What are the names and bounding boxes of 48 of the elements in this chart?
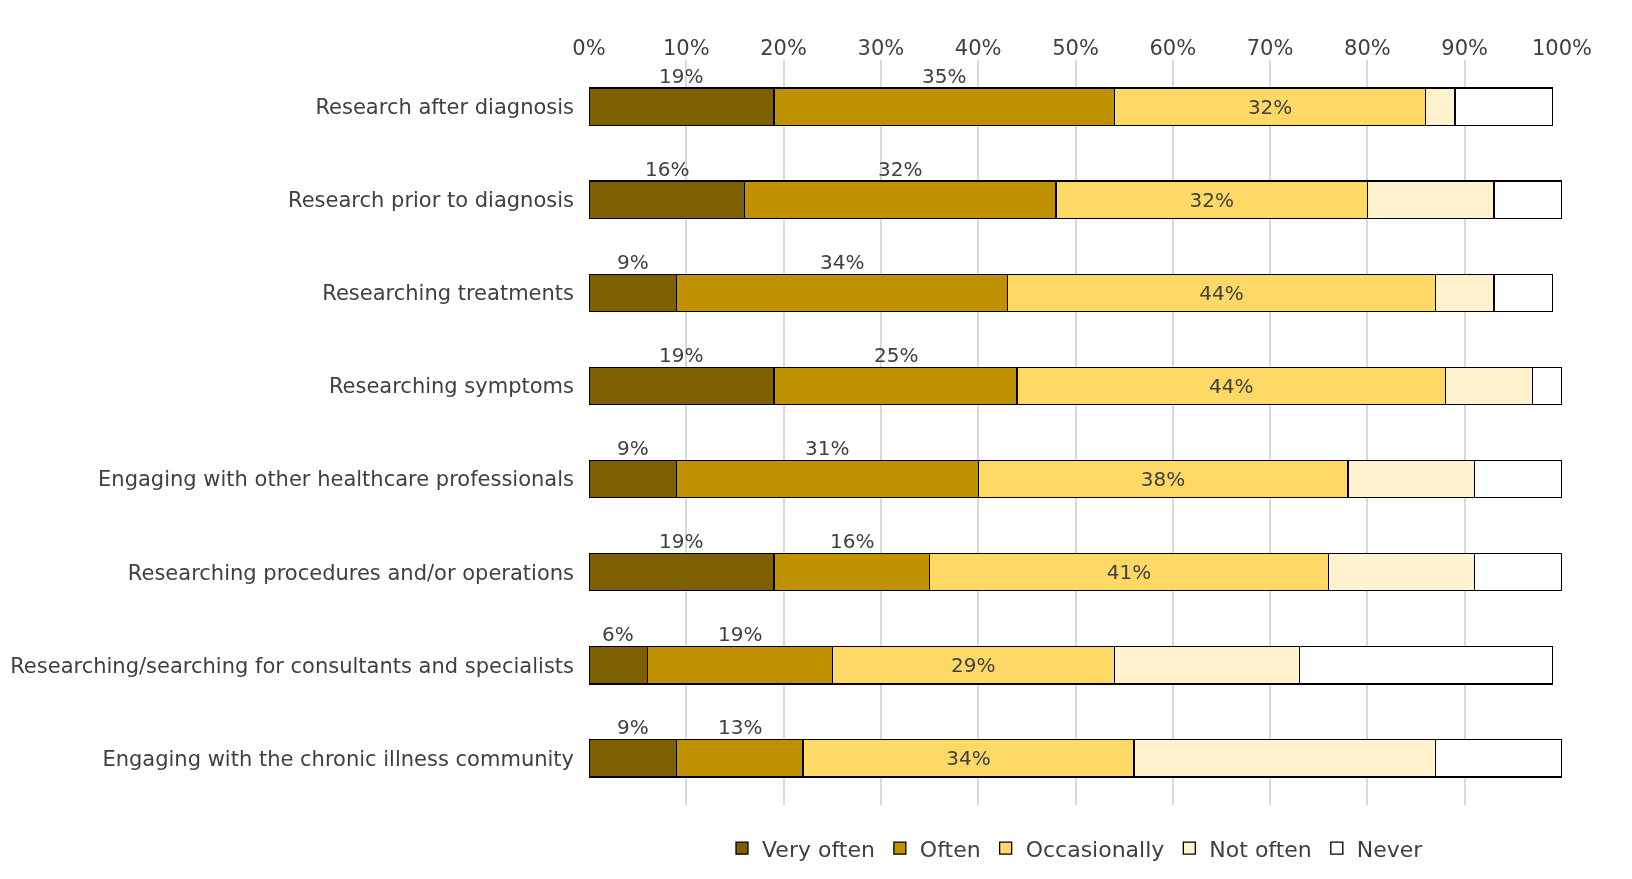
data-label: 31% bbox=[805, 436, 850, 460]
x-tick-label: 70% bbox=[1246, 35, 1294, 60]
data-label: 19% bbox=[659, 343, 704, 367]
y-tick-label: Research after diagnosis bbox=[315, 94, 574, 119]
data-label: 32% bbox=[878, 157, 923, 181]
data-label: 44% bbox=[1208, 373, 1254, 398]
data-label: 41% bbox=[1106, 560, 1152, 585]
data-label: 35% bbox=[922, 64, 967, 88]
data-label: 25% bbox=[874, 343, 919, 367]
data-label: 19% bbox=[718, 622, 763, 646]
x-tick-label: 40% bbox=[954, 35, 1002, 60]
legend-label: Never bbox=[1356, 836, 1424, 862]
y-tick-label: Research prior to diagnosis bbox=[288, 188, 574, 213]
data-label: 34% bbox=[820, 250, 865, 274]
y-tick-label: Researching symptoms bbox=[328, 374, 574, 399]
data-label: 16% bbox=[645, 157, 690, 181]
legend-label: Often bbox=[919, 836, 981, 862]
x-tick-label: 100% bbox=[1531, 35, 1593, 60]
data-label: 19% bbox=[659, 64, 704, 88]
x-tick-label: 90% bbox=[1441, 35, 1489, 60]
data-label: 9% bbox=[617, 250, 649, 274]
y-tick-label: Researching procedures and/or operations bbox=[127, 560, 574, 585]
data-label: 32% bbox=[1189, 187, 1234, 212]
data-label: 9% bbox=[617, 715, 649, 739]
data-label: 13% bbox=[718, 715, 763, 739]
data-label: 16% bbox=[830, 529, 875, 553]
data-label: 34% bbox=[946, 746, 991, 771]
y-tick-label: Engaging with other healthcare professionals bbox=[98, 467, 574, 492]
data-label: 9% bbox=[617, 436, 649, 460]
data-label: 38% bbox=[1140, 467, 1186, 492]
x-tick-label: 20% bbox=[760, 35, 807, 60]
x-tick-label: 60% bbox=[1149, 35, 1197, 60]
x-tick-label: 30% bbox=[857, 35, 905, 60]
x-tick-label: 0% bbox=[572, 35, 606, 60]
x-tick-label: 50% bbox=[1052, 35, 1099, 60]
y-tick-label: Engaging with the chronic illness community bbox=[102, 746, 574, 771]
data-label: 44% bbox=[1199, 280, 1244, 305]
y-tick-label: Researching/searching for consultants and specialists bbox=[10, 653, 574, 678]
legend-label: Not often bbox=[1209, 836, 1312, 862]
data-label: 19% bbox=[659, 529, 704, 553]
x-tick-label: 80% bbox=[1344, 35, 1391, 60]
data-label: 32% bbox=[1247, 94, 1293, 119]
legend-label: Occasionally bbox=[1025, 836, 1165, 862]
data-label: 29% bbox=[951, 653, 996, 678]
legend-label: Very often bbox=[762, 836, 875, 862]
data-label: 6% bbox=[602, 622, 634, 646]
x-tick-label: 10% bbox=[662, 35, 710, 60]
y-tick-label: Researching treatments bbox=[322, 281, 574, 306]
